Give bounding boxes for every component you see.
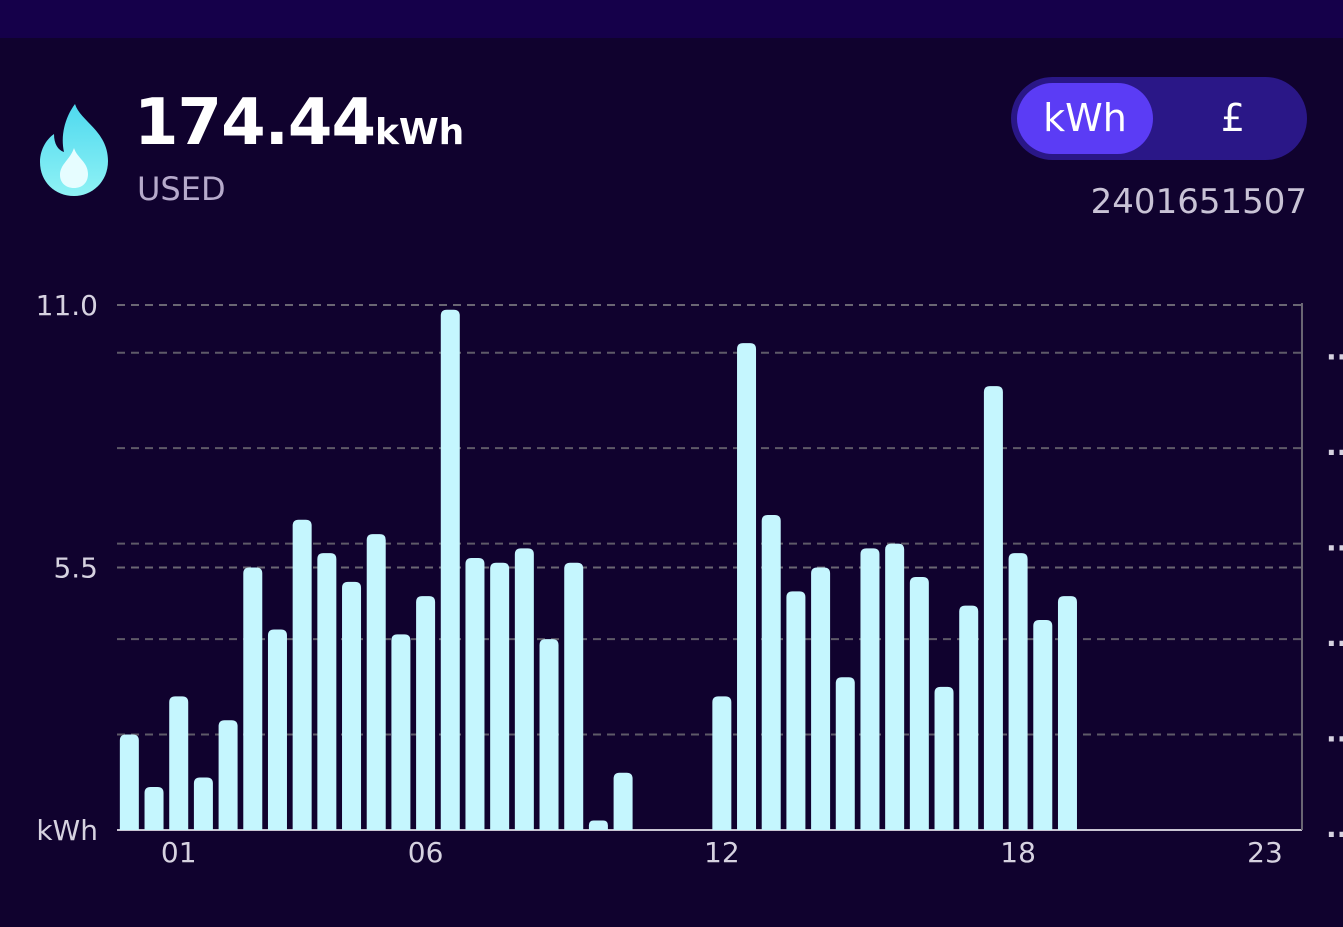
y2-tick-label: ·· <box>1326 818 1343 851</box>
bar <box>959 605 979 830</box>
meter-id: 2401651507 <box>1090 182 1307 222</box>
bar <box>440 309 460 831</box>
bar <box>218 720 238 830</box>
bar <box>366 534 386 830</box>
y2-tick-label: ·· <box>1326 532 1343 565</box>
bar <box>539 639 559 830</box>
bar <box>193 777 213 830</box>
flame-icon <box>40 104 108 196</box>
y2-tick-label: ·· <box>1326 627 1343 660</box>
bar <box>1008 553 1028 830</box>
bar <box>514 548 534 830</box>
bar <box>267 629 287 830</box>
top-bar <box>0 0 1343 38</box>
bar <box>588 820 608 830</box>
bar <box>169 696 189 830</box>
toggle-option[interactable]: £ <box>1220 96 1246 140</box>
bar <box>835 677 855 830</box>
bar <box>934 686 954 830</box>
bar <box>909 577 929 830</box>
x-tick-label: 12 <box>704 836 740 869</box>
bar <box>860 548 880 830</box>
x-tick-label: 06 <box>408 836 444 869</box>
y-tick-label: kWh <box>36 814 98 847</box>
bar <box>342 581 362 830</box>
y-tick-label: 11.0 <box>36 289 98 322</box>
usage-value: 174.44 <box>134 86 376 160</box>
x-tick-label: 01 <box>161 836 197 869</box>
unit-toggle: kWh £ <box>1011 77 1307 160</box>
bar <box>243 567 263 830</box>
bar <box>119 734 139 830</box>
y2-tick-label: ·· <box>1326 341 1343 374</box>
bar <box>1033 620 1053 830</box>
bar <box>786 591 806 830</box>
bar <box>811 567 831 830</box>
toggle-option[interactable]: kWh <box>1017 83 1153 154</box>
usage-unit: kWh <box>374 112 465 153</box>
bar <box>292 519 312 830</box>
bar <box>564 562 584 830</box>
x-tick-label: 23 <box>1247 836 1283 869</box>
x-tick-label: 18 <box>1000 836 1036 869</box>
bar <box>1057 596 1077 830</box>
bar <box>465 557 485 830</box>
usage-total: 174.44kWh <box>134 86 464 160</box>
usage-caption: USED <box>137 170 226 208</box>
y-tick-label: 5.5 <box>53 552 98 585</box>
bar <box>983 386 1003 830</box>
y2-tick-label: ·· <box>1326 436 1343 469</box>
bar <box>416 596 436 830</box>
bar <box>391 634 411 830</box>
bar <box>613 772 633 830</box>
bar <box>490 562 510 830</box>
bar <box>144 787 164 830</box>
y2-tick-label: ·· <box>1326 723 1343 756</box>
bar <box>885 543 905 830</box>
bar <box>317 553 337 830</box>
bar <box>712 696 732 830</box>
bar <box>761 515 781 830</box>
bar <box>737 343 757 830</box>
